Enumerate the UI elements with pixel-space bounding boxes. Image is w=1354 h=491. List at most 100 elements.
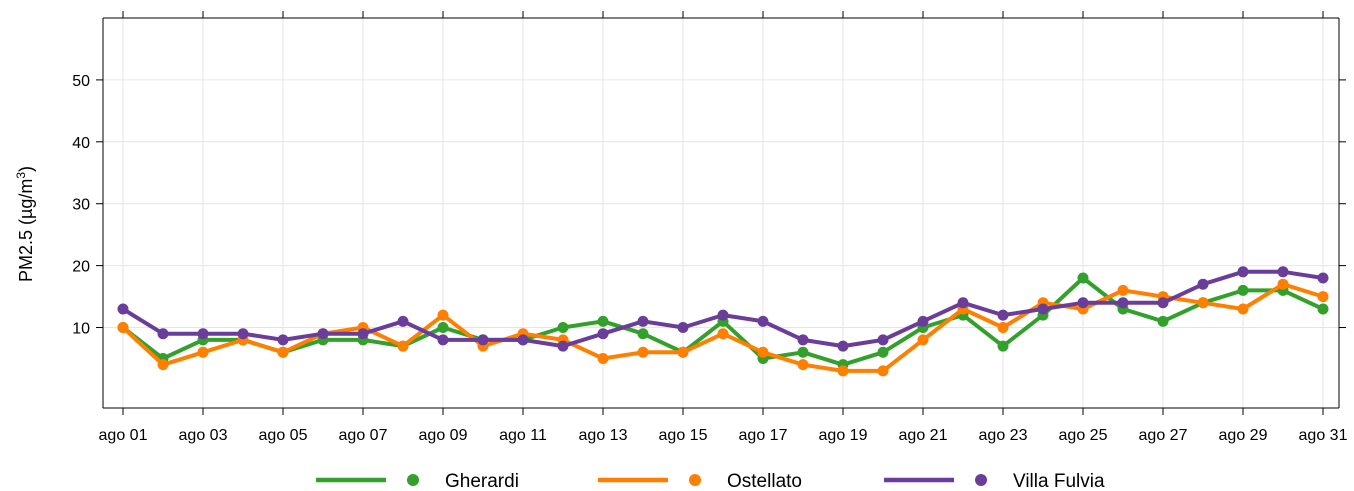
data-point-villa-fulvia [1317, 272, 1329, 284]
data-point-gherardi [1237, 284, 1249, 296]
x-tick-label: ago 15 [659, 427, 708, 444]
data-point-villa-fulvia [557, 340, 569, 352]
tick-labels: 10 20 30 40 50 ago 01 ago 03 ago 05 ago 07 ago 09… [72, 73, 1347, 444]
y-tick-label: 50 [72, 73, 90, 90]
x-tick-label: ago 23 [979, 427, 1028, 444]
data-point-ostellato [917, 334, 929, 346]
x-tick-label: ago 17 [739, 427, 788, 444]
x-tick-label: ago 29 [1219, 427, 1268, 444]
data-point-ostellato [397, 340, 409, 352]
data-point-ostellato [797, 359, 809, 371]
data-point-ostellato [1117, 284, 1129, 296]
data-point-ostellato [437, 309, 449, 321]
x-tick-label: ago 05 [259, 427, 308, 444]
y-axis-title: PM2.5 (µg/m3) [14, 166, 36, 282]
data-point-villa-fulvia [877, 334, 889, 346]
data-point-villa-fulvia [517, 334, 529, 346]
x-tick-label: ago 31 [1299, 427, 1348, 444]
data-point-ostellato [597, 352, 609, 364]
data-point-ostellato [277, 346, 289, 358]
y-axis-title-superscript: 3 [14, 172, 28, 179]
data-point-ostellato [837, 365, 849, 377]
x-tick-label: ago 09 [419, 427, 468, 444]
data-point-villa-fulvia [677, 322, 689, 334]
data-point-ostellato [197, 346, 209, 358]
data-point-gherardi [1317, 303, 1329, 315]
data-point-ostellato [1197, 297, 1209, 309]
data-point-villa-fulvia [1117, 297, 1129, 309]
x-tick-label: ago 03 [179, 427, 228, 444]
x-tick-label: ago 25 [1059, 427, 1108, 444]
x-tick-label: ago 19 [819, 427, 868, 444]
data-point-ostellato [677, 346, 689, 358]
data-point-villa-fulvia [437, 334, 449, 346]
data-point-villa-fulvia [397, 315, 409, 327]
data-point-gherardi [997, 340, 1009, 352]
x-tick-label: ago 13 [579, 427, 628, 444]
y-tick-label: 30 [72, 197, 90, 214]
y-axis-title-unit: µg/m [16, 179, 36, 219]
legend-marker-swatch [689, 474, 701, 486]
legend-marker-swatch [407, 474, 419, 486]
legend-item-villa-fulvia: Villa Fulvia [884, 471, 1105, 491]
data-point-ostellato [157, 359, 169, 371]
data-point-gherardi [437, 322, 449, 334]
y-tick-label: 20 [72, 259, 90, 276]
y-axis-title-main: PM2.5 ( [16, 219, 36, 282]
data-point-villa-fulvia [1077, 297, 1089, 309]
data-point-villa-fulvia [197, 328, 209, 340]
data-point-villa-fulvia [997, 309, 1009, 321]
data-point-ostellato [997, 322, 1009, 334]
y-axis-title-close: ) [16, 166, 36, 172]
legend-marker-swatch [975, 474, 987, 486]
data-point-villa-fulvia [757, 315, 769, 327]
x-tick-label: ago 07 [339, 427, 388, 444]
data-point-gherardi [797, 346, 809, 358]
data-point-ostellato [117, 322, 129, 334]
data-point-villa-fulvia [117, 303, 129, 315]
y-tick-label: 10 [72, 321, 90, 338]
data-point-gherardi [1157, 315, 1169, 327]
data-point-villa-fulvia [237, 328, 249, 340]
data-point-villa-fulvia [837, 340, 849, 352]
data-point-ostellato [877, 365, 889, 377]
data-point-villa-fulvia [637, 315, 649, 327]
legend-item-ostellato: Ostellato [598, 471, 802, 491]
data-point-ostellato [1277, 278, 1289, 290]
x-tick-label: ago 27 [1139, 427, 1188, 444]
legend-label: Ostellato [727, 471, 802, 491]
data-point-gherardi [877, 346, 889, 358]
data-point-villa-fulvia [957, 297, 969, 309]
x-tick-label: ago 01 [99, 427, 148, 444]
x-tick-label: ago 21 [899, 427, 948, 444]
axes [96, 11, 1346, 415]
data-point-villa-fulvia [797, 334, 809, 346]
data-point-villa-fulvia [1277, 266, 1289, 278]
legend-label: Gherardi [445, 471, 519, 491]
y-tick-label: 40 [72, 135, 90, 152]
data-point-ostellato [757, 346, 769, 358]
data-point-ostellato [637, 346, 649, 358]
legend: Gherardi Ostellato Villa Fulvia [316, 471, 1105, 491]
legend-item-gherardi: Gherardi [316, 471, 519, 491]
data-point-villa-fulvia [1237, 266, 1249, 278]
series-gherardi [117, 272, 1329, 371]
data-point-gherardi [637, 328, 649, 340]
data-point-villa-fulvia [1157, 297, 1169, 309]
series-lines [117, 266, 1329, 377]
x-tick-label: ago 11 [499, 427, 547, 444]
data-point-villa-fulvia [277, 334, 289, 346]
data-point-gherardi [557, 322, 569, 334]
data-point-villa-fulvia [717, 309, 729, 321]
data-point-villa-fulvia [157, 328, 169, 340]
data-point-villa-fulvia [317, 328, 329, 340]
data-point-villa-fulvia [477, 334, 489, 346]
data-point-gherardi [597, 315, 609, 327]
data-point-ostellato [1317, 291, 1329, 303]
data-point-villa-fulvia [597, 328, 609, 340]
data-point-villa-fulvia [1197, 278, 1209, 290]
series-villa-fulvia [117, 266, 1329, 352]
legend-label: Villa Fulvia [1013, 471, 1105, 491]
